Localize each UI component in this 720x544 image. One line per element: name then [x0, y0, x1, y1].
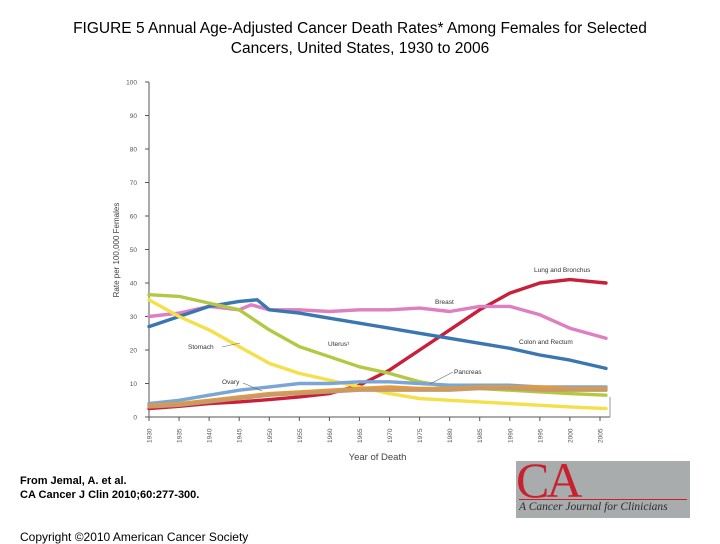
journal-logo-mark: CA	[516, 452, 582, 508]
x-tick-label: 1990	[507, 428, 514, 443]
series-line-colon-and-rectum	[147, 298, 608, 371]
annotation-leader-ovary	[242, 382, 263, 392]
y-tick-label: 0	[133, 415, 137, 422]
annotation-breast: Breast	[435, 299, 454, 306]
x-tick-label: 1970	[387, 428, 394, 443]
figure-title: FIGURE 5 Annual Age-Adjusted Cancer Deat…	[20, 19, 700, 59]
x-tick-label: 1950	[267, 428, 274, 443]
y-tick-label: 90	[130, 113, 138, 120]
annotation-uterus: Uterus¹	[328, 341, 350, 348]
copyright-notice: Copyright ©2010 American Cancer Society	[20, 530, 249, 544]
y-tick-label: 10	[130, 381, 138, 388]
x-tick-label: 2000	[567, 428, 574, 443]
x-tick-label: 1995	[537, 428, 544, 443]
journal-logo: CA A Cancer Journal for Clinicians	[516, 455, 690, 518]
x-tick-label: 1935	[177, 428, 184, 443]
figure-title-line-2: Cancers, United States, 1930 to 2006	[230, 40, 490, 57]
x-tick-label: 1955	[297, 428, 304, 443]
y-tick-label: 100	[126, 80, 137, 87]
y-tick-label: 30	[130, 314, 138, 321]
x-tick-label: 1975	[417, 428, 424, 443]
citation-line-1: From Jemal, A. et al.	[20, 475, 127, 487]
x-tick-label: 1985	[477, 428, 484, 443]
x-tick-label: 1960	[327, 428, 334, 443]
x-tick-label: 1980	[447, 428, 454, 443]
annotation-lung-and-bronchus: Lung and Bronchus	[534, 267, 591, 274]
y-tick-label: 40	[130, 281, 138, 288]
citation: From Jemal, A. et al. CA Cancer J Clin 2…	[20, 474, 199, 502]
annotation-stomach: Stomach	[188, 344, 214, 351]
x-tick-label: 1965	[357, 428, 364, 443]
figure-title-line-1: FIGURE 5 Annual Age-Adjusted Cancer Deat…	[73, 20, 647, 37]
x-tick-label: 1930	[147, 428, 154, 443]
journal-logo-name: A Cancer Journal for Clinicians	[519, 501, 668, 513]
series-line-leukemia	[147, 386, 608, 409]
y-tick-label: 70	[130, 180, 138, 187]
citation-line-2: CA Cancer J Clin 2010;60:277-300.	[20, 489, 200, 501]
annotation-leader-pancreas	[429, 371, 454, 385]
x-axis-title: Year of Death	[349, 452, 407, 463]
x-tick-label: 1945	[237, 428, 244, 443]
annotation-colon-and-rectum: Colon and Rectum	[519, 339, 573, 346]
x-tick-label: 1940	[207, 428, 214, 443]
y-axis-title: Rate per 100,000 Females	[112, 203, 121, 298]
annotation-pancreas: Pancreas	[454, 369, 482, 376]
annotation-ovary: Ovary	[222, 379, 240, 386]
annotation-leader-stomach	[221, 342, 241, 348]
y-tick-label: 60	[130, 214, 138, 221]
x-tick-label: 2005	[597, 428, 604, 443]
y-tick-label: 80	[130, 147, 138, 154]
y-tick-label: 50	[130, 247, 138, 254]
y-tick-label: 20	[130, 348, 138, 355]
journal-logo-rule	[519, 499, 687, 500]
series-line-lung-and-bronchus	[147, 277, 608, 411]
